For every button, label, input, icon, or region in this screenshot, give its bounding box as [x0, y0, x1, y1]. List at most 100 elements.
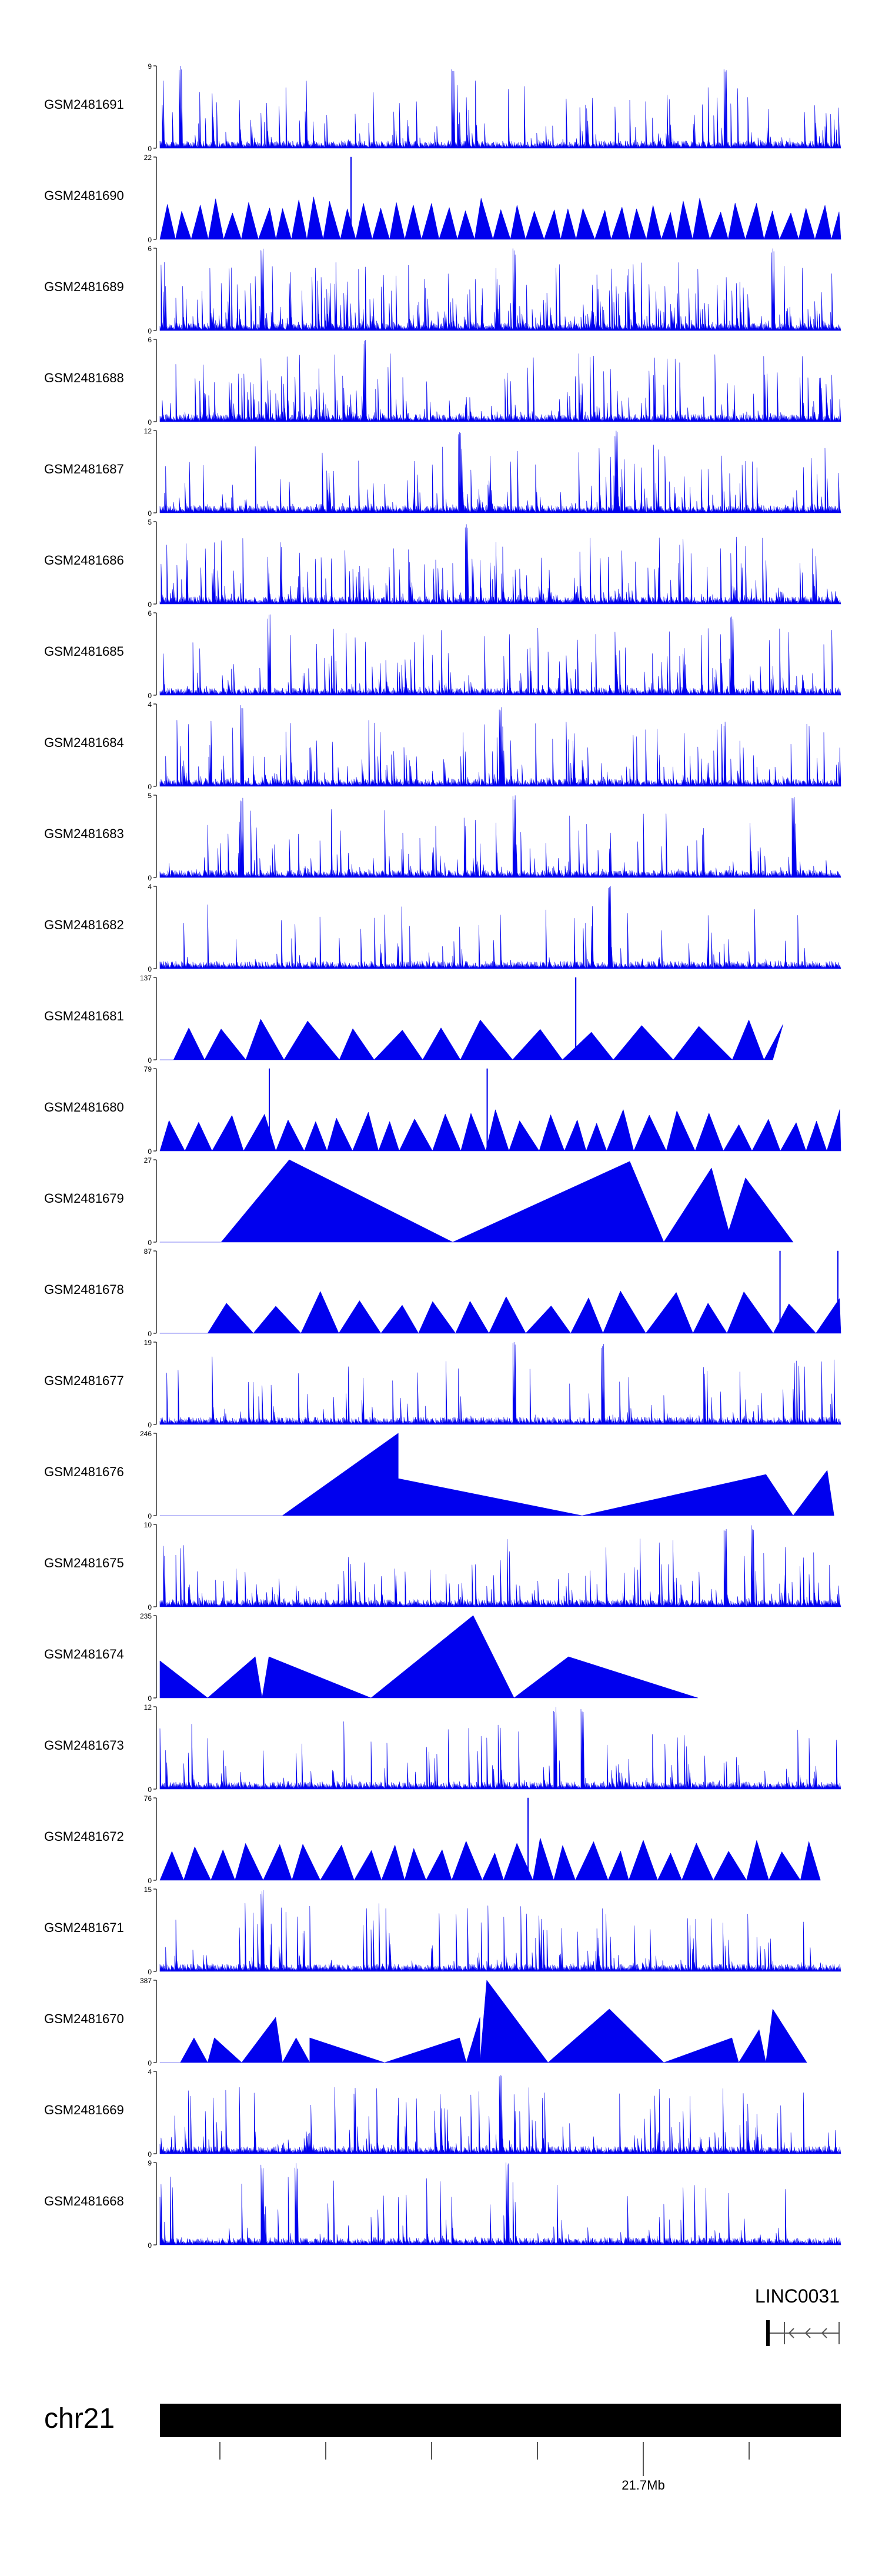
y-min-label: 0 — [148, 1147, 152, 1156]
y-max-label: 9 — [148, 62, 152, 71]
track-label: GSM2481686 — [44, 553, 124, 568]
y-max-label: 79 — [144, 1065, 152, 1073]
y-min-label: 0 — [148, 236, 152, 244]
y-min-label: 0 — [148, 2059, 152, 2067]
track-GSM2481676: GSM2481676 246 0 — [44, 1430, 834, 1520]
track-label: GSM2481669 — [44, 2103, 124, 2117]
track-label: GSM2481674 — [44, 1647, 124, 1661]
track-GSM2481678: GSM2481678 87 0 — [44, 1247, 841, 1338]
signal-area — [159, 66, 841, 149]
y-max-label: 9 — [148, 2159, 152, 2167]
track-GSM2481681: GSM2481681 137 0 — [44, 974, 784, 1065]
y-min-label: 0 — [148, 783, 152, 791]
y-max-label: 87 — [144, 1247, 152, 1256]
y-max-label: 246 — [140, 1430, 152, 1438]
track-label: GSM2481681 — [44, 1009, 124, 1023]
signal-area — [159, 1068, 841, 1152]
y-min-label: 0 — [148, 1603, 152, 1611]
track-label: GSM2481690 — [44, 188, 124, 203]
track-GSM2481679: GSM2481679 27 0 — [44, 1156, 794, 1247]
y-max-label: 6 — [148, 245, 152, 253]
y-min-label: 0 — [148, 509, 152, 518]
y-min-label: 0 — [148, 1056, 152, 1065]
signal-area — [159, 340, 841, 422]
signal-area — [159, 1342, 841, 1425]
track-GSM2481672: GSM2481672 76 0 — [44, 1794, 821, 1885]
track-GSM2481688: GSM2481688 6 0 — [44, 336, 841, 426]
track-GSM2481671: GSM2481671 15 0 — [44, 1886, 841, 1976]
track-label: GSM2481680 — [44, 1100, 124, 1115]
y-min-label: 0 — [148, 692, 152, 700]
chromosome-ideogram — [160, 2404, 841, 2437]
track-GSM2481685: GSM2481685 6 0 — [44, 609, 841, 700]
y-min-label: 0 — [148, 1330, 152, 1338]
y-min-label: 0 — [148, 1239, 152, 1247]
y-min-label: 0 — [148, 2150, 152, 2158]
y-max-label: 10 — [144, 1521, 152, 1529]
y-max-label: 22 — [144, 154, 152, 162]
y-max-label: 6 — [148, 336, 152, 344]
track-label: GSM2481676 — [44, 1464, 124, 1479]
track-GSM2481690: GSM2481690 22 0 — [44, 154, 841, 244]
track-GSM2481673: GSM2481673 12 0 — [44, 1703, 841, 1794]
track-GSM2481686: GSM2481686 5 0 — [44, 518, 841, 609]
track-GSM2481669: GSM2481669 4 0 — [44, 2068, 841, 2158]
signal-area — [159, 1890, 841, 1972]
signal-area — [159, 1980, 807, 2063]
y-max-label: 12 — [144, 427, 152, 435]
track-label: GSM2481688 — [44, 371, 124, 385]
signal-area — [159, 1797, 821, 1881]
signal-area — [159, 431, 841, 513]
signal-area — [159, 1707, 841, 1790]
track-GSM2481682: GSM2481682 4 0 — [44, 883, 841, 973]
y-max-label: 387 — [140, 1977, 152, 1985]
signal-tracks: GSM248169190GSM2481690220GSM248168960GSM… — [44, 62, 841, 2250]
track-label: GSM2481685 — [44, 644, 124, 659]
track-GSM2481687: GSM2481687 12 0 — [44, 427, 841, 518]
track-GSM2481675: GSM2481675 10 0 — [44, 1521, 841, 1611]
y-max-label: 6 — [148, 609, 152, 618]
y-min-label: 0 — [148, 327, 152, 335]
y-min-label: 0 — [148, 1694, 152, 1703]
track-GSM2481689: GSM2481689 6 0 — [44, 245, 841, 335]
signal-area — [159, 1250, 841, 1334]
track-GSM2481668: GSM2481668 9 0 — [44, 2159, 841, 2250]
y-max-label: 76 — [144, 1794, 152, 1803]
y-min-label: 0 — [148, 1421, 152, 1429]
y-min-label: 0 — [148, 874, 152, 882]
y-max-label: 27 — [144, 1156, 152, 1164]
position-axis — [219, 2442, 750, 2476]
track-label: GSM2481668 — [44, 2194, 124, 2208]
track-GSM2481680: GSM2481680 79 0 — [44, 1065, 841, 1156]
track-label: GSM2481673 — [44, 1738, 124, 1753]
track-label: GSM2481679 — [44, 1191, 124, 1206]
y-min-label: 0 — [148, 965, 152, 973]
y-max-label: 235 — [140, 1612, 152, 1620]
track-GSM2481674: GSM2481674 235 0 — [44, 1612, 699, 1703]
y-max-label: 5 — [148, 792, 152, 800]
signal-area — [159, 795, 841, 878]
signal-area — [159, 1159, 794, 1243]
track-GSM2481670: GSM2481670 387 0 — [44, 1977, 807, 2067]
y-max-label: 137 — [140, 974, 152, 982]
position-tick-label: 21.7Mb — [622, 2478, 664, 2492]
signal-area — [159, 248, 841, 331]
track-label: GSM2481691 — [44, 97, 124, 112]
y-min-label: 0 — [148, 1512, 152, 1520]
y-min-label: 0 — [148, 418, 152, 426]
signal-area — [159, 2162, 841, 2245]
track-GSM2481683: GSM2481683 5 0 — [44, 792, 841, 882]
signal-area — [159, 977, 784, 1060]
y-max-label: 15 — [144, 1886, 152, 1894]
signal-area — [159, 705, 841, 787]
track-label: GSM2481677 — [44, 1373, 124, 1388]
track-GSM2481691: GSM2481691 9 0 — [44, 62, 841, 153]
y-max-label: 19 — [144, 1339, 152, 1347]
track-label: GSM2481687 — [44, 462, 124, 476]
signal-area — [159, 1615, 699, 1699]
signal-area — [159, 1433, 834, 1516]
signal-area — [159, 156, 841, 240]
track-label: GSM2481684 — [44, 735, 124, 750]
y-min-label: 0 — [148, 2241, 152, 2250]
